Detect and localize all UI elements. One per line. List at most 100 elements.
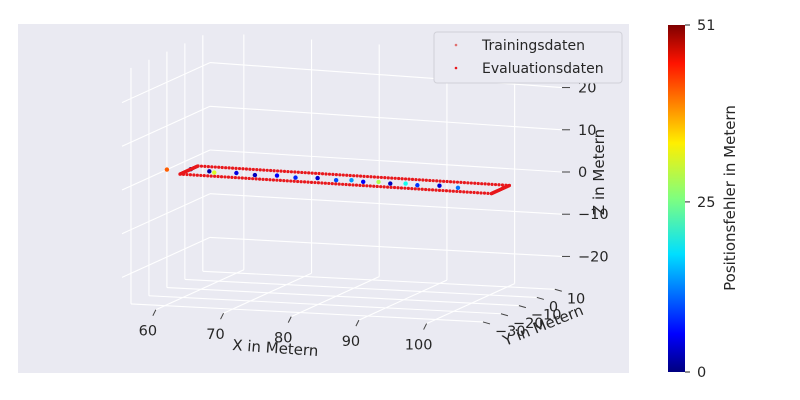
evaluation-point (269, 168, 273, 173)
training-point (315, 175, 320, 181)
evaluation-point (434, 188, 438, 192)
evaluation-point (424, 178, 428, 182)
evaluation-point (324, 172, 328, 176)
evaluation-point (307, 171, 311, 175)
evaluation-point (430, 188, 435, 192)
y-tick-label: 10 (567, 291, 585, 307)
evaluation-point (403, 177, 408, 181)
legend-marker-evaluation (454, 66, 458, 70)
evaluation-point (240, 176, 244, 180)
evaluation-point (365, 174, 370, 179)
evaluation-point (196, 164, 200, 168)
evaluation-point (230, 175, 234, 179)
evaluation-point (345, 173, 349, 177)
training-point (207, 169, 212, 174)
evaluation-point (483, 182, 487, 186)
evaluation-point (490, 182, 494, 186)
training-point (455, 185, 461, 190)
training-point (376, 179, 381, 185)
gridline-z-back (209, 193, 563, 215)
evaluation-point (417, 187, 421, 191)
evaluation-point (382, 185, 386, 189)
evaluation-point (372, 184, 376, 188)
evaluation-point (261, 177, 265, 181)
x-axis-label: X in Metern (232, 336, 319, 360)
evaluation-point (410, 177, 415, 181)
evaluation-point (188, 173, 193, 177)
evaluation-point (314, 171, 318, 175)
evaluation-point (476, 181, 480, 186)
evaluation-point (403, 186, 407, 190)
evaluation-point (435, 179, 439, 183)
evaluation-point (352, 174, 356, 178)
x-tick-label: 90 (342, 334, 360, 350)
evaluation-point (379, 185, 383, 189)
evaluation-point (438, 179, 442, 183)
evaluation-point (393, 176, 397, 180)
evaluation-point (237, 166, 242, 171)
training-point (234, 170, 239, 176)
y-tick-mark (500, 313, 509, 317)
legend-label-evaluation: Evaluationsdaten (482, 61, 604, 77)
evaluation-point (285, 179, 289, 183)
training-point (212, 170, 217, 175)
evaluation-point (317, 171, 321, 176)
evaluation-point (254, 177, 258, 181)
evaluation-point (465, 190, 469, 194)
gridline-y-floor (130, 303, 484, 323)
evaluation-point (296, 170, 300, 174)
evaluation-point (462, 190, 466, 194)
evaluation-point (348, 173, 352, 178)
evaluation-point (227, 166, 231, 170)
evaluation-point (199, 164, 204, 168)
y-ticks: −30−20−100 10 (482, 288, 585, 340)
gridline-y-floor (184, 278, 537, 298)
evaluation-point (480, 182, 484, 186)
evaluation-point (213, 174, 217, 178)
evaluation-point (448, 180, 453, 184)
evaluation-point (327, 172, 332, 176)
evaluation-point (223, 175, 227, 179)
y-tick-label: −30 (495, 324, 526, 340)
back-pane (210, 32, 562, 286)
colorbar-tick-label: 51 (697, 18, 715, 34)
evaluation-point (424, 187, 428, 192)
evaluation-point (399, 186, 404, 190)
evaluation-point (217, 165, 221, 169)
evaluation-point (396, 186, 400, 190)
evaluation-point (466, 181, 470, 185)
evaluation-point (282, 169, 287, 173)
evaluation-point (292, 179, 296, 183)
evaluation-point (300, 170, 304, 175)
z-tick-label: 10 (578, 123, 596, 139)
evaluation-point (289, 179, 293, 183)
evaluation-point (316, 181, 321, 185)
x-tick-mark (220, 312, 224, 320)
evaluation-point (462, 181, 466, 185)
evaluation-point (257, 177, 262, 181)
gridline-z-back (209, 236, 563, 257)
evaluation-point (206, 174, 210, 178)
evaluation-point (473, 181, 477, 185)
gridline-z-side (121, 105, 211, 147)
gridline-z-side (121, 62, 211, 104)
training-point (361, 179, 366, 185)
evaluation-point (500, 183, 505, 187)
evaluation-point (437, 188, 442, 192)
evaluation-point (368, 184, 372, 188)
evaluation-point (431, 179, 435, 183)
evaluation-point (206, 165, 210, 169)
evaluation-point (379, 175, 383, 180)
evaluation-point (341, 173, 345, 177)
gridline-z-back (209, 105, 563, 131)
evaluation-point (313, 180, 317, 185)
evaluation-point (258, 168, 262, 172)
evaluation-point (389, 185, 393, 189)
evaluation-point (376, 175, 380, 179)
evaluation-point (282, 179, 286, 183)
y-tick-mark (482, 321, 491, 325)
evaluation-point (469, 181, 473, 185)
y-tick-label: 0 (549, 299, 558, 315)
evaluation-point (455, 189, 459, 194)
z-axis-label: Z in Metern (590, 129, 608, 215)
